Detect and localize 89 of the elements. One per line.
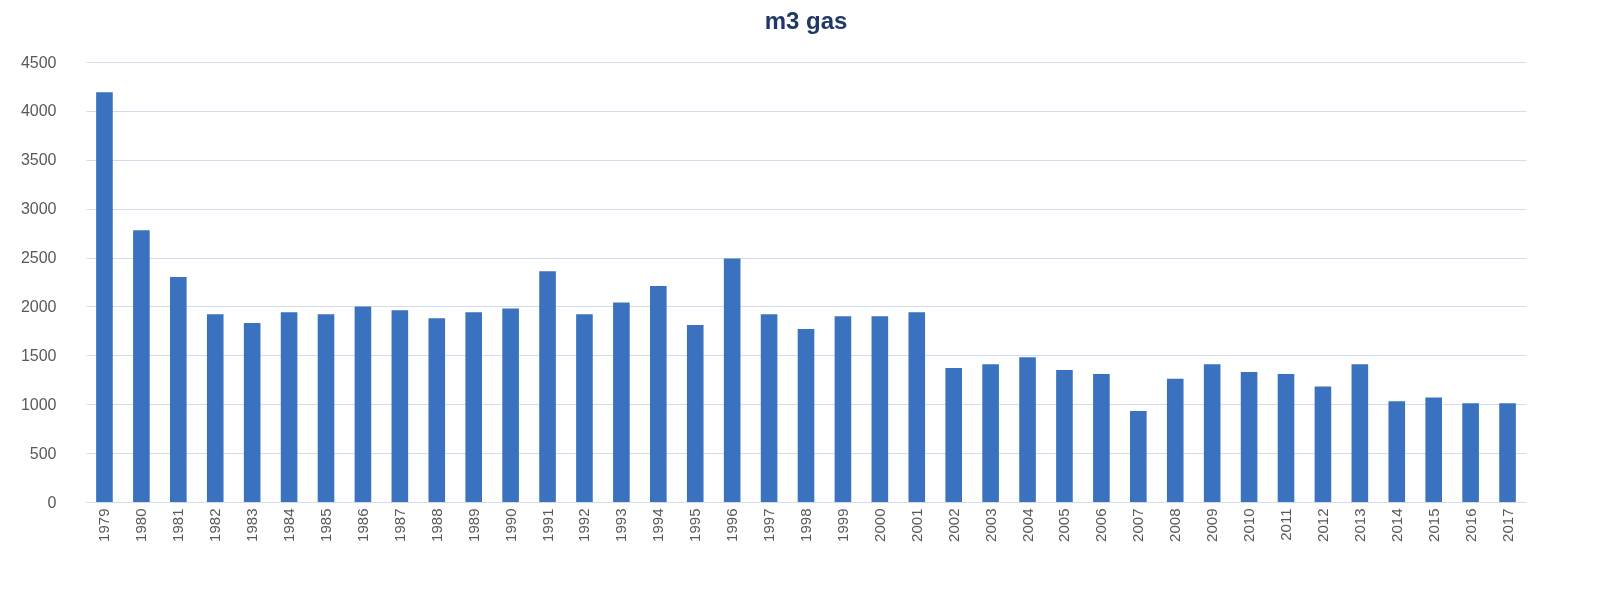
x-tick-label: 1998 — [797, 508, 814, 542]
x-tick-label: 1983 — [243, 508, 261, 542]
bar — [1314, 386, 1332, 502]
bar — [723, 258, 741, 502]
bar — [834, 316, 852, 502]
x-tick-label: 2006 — [1092, 508, 1110, 542]
x-tick-label: 2011 — [1277, 508, 1294, 541]
bar — [391, 310, 409, 502]
x-tick-label: 2009 — [1203, 508, 1221, 542]
x-tick-label: 1994 — [649, 508, 667, 542]
x-tick-label: 2014 — [1387, 508, 1405, 542]
bar — [539, 271, 556, 502]
x-tick-label: 2016 — [1461, 508, 1479, 542]
x-tick-label: 2008 — [1166, 508, 1184, 542]
bar — [1425, 397, 1442, 502]
bar — [1240, 371, 1258, 502]
bar — [945, 368, 962, 502]
bar — [871, 316, 889, 502]
x-tick-label: 1979 — [95, 508, 113, 542]
x-tick-label: 1999 — [833, 508, 851, 542]
x-tick-label: 1984 — [280, 508, 298, 542]
x-tick-label: 1995 — [686, 508, 704, 542]
bar — [686, 325, 704, 502]
bar — [354, 306, 372, 502]
bar — [650, 285, 667, 502]
bar — [576, 314, 593, 502]
bar — [1093, 373, 1110, 502]
y-tick-label: 1000 — [20, 395, 57, 413]
x-tick-label: 2007 — [1129, 508, 1147, 542]
y-tick-label: 3000 — [20, 200, 57, 218]
bar — [1388, 401, 1406, 502]
bar — [1462, 403, 1479, 502]
bar — [243, 323, 261, 502]
x-tick-label: 1990 — [501, 508, 519, 542]
x-tick-label: 1980 — [132, 508, 150, 542]
bar — [280, 312, 298, 502]
x-tick-label: 1996 — [723, 508, 741, 542]
x-tick-label: 2000 — [870, 508, 888, 542]
y-tick-label: 3500 — [20, 151, 57, 169]
bar — [465, 312, 482, 502]
bar — [133, 230, 150, 502]
bar — [502, 308, 519, 502]
bar — [613, 302, 630, 502]
bar — [760, 314, 778, 502]
bar — [1499, 403, 1516, 502]
bar — [908, 312, 926, 502]
y-tick-label: 500 — [29, 444, 57, 462]
x-tick-label: 1982 — [206, 508, 224, 542]
bar — [1351, 364, 1369, 502]
bar — [428, 318, 446, 502]
bar — [982, 364, 999, 502]
x-tick-label: 2001 — [907, 508, 925, 542]
x-tick-label: 1993 — [612, 508, 630, 542]
x-tick-label: 2002 — [944, 508, 962, 542]
x-tick-label: 2013 — [1350, 508, 1368, 542]
y-tick-label: 1500 — [20, 346, 57, 364]
x-tick-label: 1981 — [169, 508, 187, 542]
x-tick-label: 1989 — [464, 508, 482, 542]
bar — [1203, 364, 1221, 502]
x-tick-label: 2015 — [1424, 508, 1442, 542]
y-tick-label: 2500 — [20, 249, 57, 267]
x-tick-label: 2004 — [1018, 508, 1036, 542]
bar — [1130, 411, 1147, 502]
chart-title: m3 gas — [764, 7, 848, 34]
x-tick-label: 1985 — [317, 508, 334, 542]
bar — [170, 277, 187, 502]
y-tick-label: 0 — [47, 493, 57, 511]
x-tick-label: 1986 — [353, 508, 371, 542]
x-tick-label: 2017 — [1498, 508, 1516, 542]
x-tick-label: 1992 — [575, 508, 593, 542]
bar — [1166, 378, 1184, 502]
bar — [797, 328, 815, 502]
y-tick-label: 4000 — [20, 102, 57, 120]
bar — [96, 92, 113, 502]
x-tick-label: 1997 — [760, 508, 778, 542]
bar — [1056, 370, 1073, 502]
x-tick-label: 2003 — [981, 508, 999, 542]
x-tick-label: 2005 — [1055, 508, 1073, 542]
bar — [1019, 357, 1036, 502]
x-tick-label: 1988 — [427, 508, 445, 542]
bar — [1277, 373, 1295, 502]
x-tick-label: 1987 — [390, 508, 408, 542]
x-tick-label: 2010 — [1240, 508, 1258, 542]
bar — [317, 314, 335, 502]
bar — [206, 314, 224, 502]
x-tick-label: 1991 — [538, 508, 556, 542]
y-tick-label: 4500 — [20, 53, 57, 71]
x-tick-label: 2012 — [1313, 508, 1331, 542]
y-tick-label: 2000 — [20, 297, 57, 315]
